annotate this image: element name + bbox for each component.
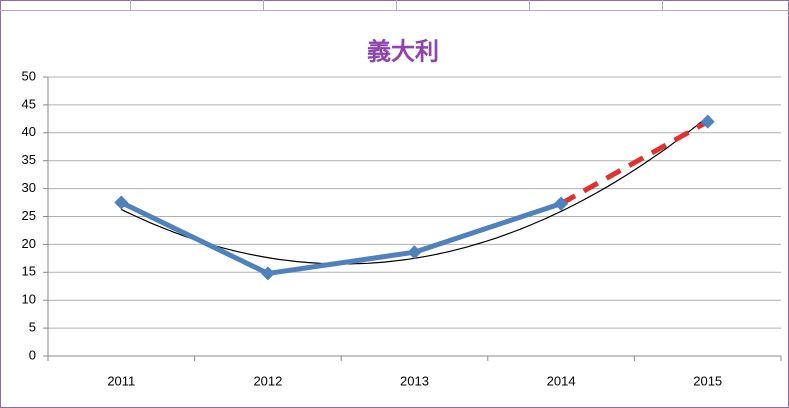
y-tick-label: 35	[22, 152, 36, 167]
y-tick-label: 50	[22, 68, 36, 83]
marker	[700, 114, 715, 129]
top-cells	[0, 0, 789, 11]
y-tick-label: 30	[22, 180, 36, 195]
marker	[260, 266, 275, 281]
marker	[114, 195, 129, 210]
y-tick-label: 15	[22, 264, 36, 279]
y-tick-label: 5	[29, 320, 36, 335]
x-tick-label: 2014	[547, 373, 576, 388]
marker	[407, 245, 422, 260]
y-tick-label: 40	[22, 124, 36, 139]
x-tick-label: 2012	[253, 373, 282, 388]
chart-title: 義大利	[367, 37, 439, 65]
marker	[554, 196, 569, 211]
x-tick-label: 2015	[693, 373, 722, 388]
y-tick-label: 0	[29, 347, 36, 362]
y-tick-label: 45	[22, 96, 36, 111]
y-tick-label: 20	[22, 236, 36, 251]
y-tick-label: 10	[22, 292, 36, 307]
x-tick-label: 2011	[107, 373, 135, 388]
series-line	[559, 119, 709, 206]
x-tick-label: 2013	[400, 373, 429, 388]
series-line	[120, 200, 562, 276]
y-tick-label: 25	[22, 208, 36, 223]
